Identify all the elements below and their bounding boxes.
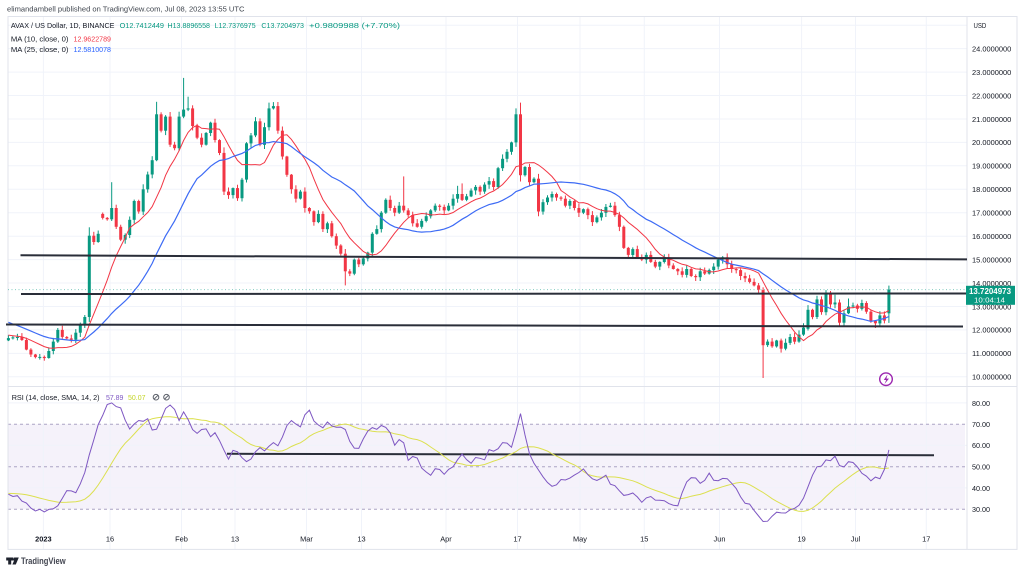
svg-text:13: 13 [231, 535, 239, 544]
svg-text:L12.7376975: L12.7376975 [215, 21, 256, 30]
svg-text:60.00: 60.00 [972, 441, 990, 450]
svg-text:13.7204973: 13.7204973 [969, 287, 1012, 296]
svg-text:May: May [573, 535, 587, 544]
svg-text:AVAX / US Dollar, 1D, BINANCE: AVAX / US Dollar, 1D, BINANCE [11, 21, 115, 30]
svg-text:57.89: 57.89 [106, 393, 123, 402]
svg-text:Jul: Jul [851, 535, 861, 544]
svg-text:elimandambell published on Tra: elimandambell published on TradingView.c… [7, 5, 245, 14]
svg-text:10.0000000: 10.0000000 [972, 373, 1011, 382]
svg-text:18.0000000: 18.0000000 [972, 185, 1011, 194]
svg-text:17: 17 [922, 535, 930, 544]
svg-text:14.0000000: 14.0000000 [972, 279, 1011, 288]
svg-text:USD: USD [974, 21, 987, 30]
svg-text:30.00: 30.00 [972, 505, 990, 514]
svg-text:+0.9809988 (+7.70%): +0.9809988 (+7.70%) [309, 21, 400, 30]
svg-text:Apr: Apr [440, 535, 452, 544]
svg-text:MA (25, close, 0): MA (25, close, 0) [11, 45, 69, 54]
svg-text:TradingView: TradingView [21, 556, 66, 566]
svg-text:Feb: Feb [175, 535, 188, 544]
svg-text:50.00: 50.00 [972, 463, 990, 472]
svg-text:13: 13 [357, 535, 365, 544]
svg-text:12.9622789: 12.9622789 [74, 35, 112, 44]
svg-text:Jun: Jun [714, 535, 726, 544]
svg-text:C13.7204973: C13.7204973 [261, 21, 304, 30]
svg-text:19.0000000: 19.0000000 [972, 162, 1011, 171]
svg-text:Mar: Mar [300, 535, 313, 544]
svg-text:O12.7412449: O12.7412449 [120, 21, 164, 30]
svg-text:16: 16 [106, 535, 114, 544]
svg-text:15: 15 [640, 535, 648, 544]
svg-text:17.0000000: 17.0000000 [972, 209, 1011, 218]
svg-text:17: 17 [513, 535, 521, 544]
svg-text:MA (10, close, 0): MA (10, close, 0) [11, 35, 69, 44]
svg-text:13.0000000: 13.0000000 [972, 302, 1011, 311]
svg-text:H13.8896558: H13.8896558 [168, 21, 211, 30]
svg-text:2023: 2023 [35, 535, 51, 544]
svg-text:21.0000000: 21.0000000 [972, 115, 1011, 124]
svg-text:15.0000000: 15.0000000 [972, 255, 1011, 264]
svg-text:19: 19 [797, 535, 805, 544]
svg-text:80.00: 80.00 [972, 399, 990, 408]
svg-text:RSI (14, close, SMA, 14, 2): RSI (14, close, SMA, 14, 2) [12, 393, 100, 402]
svg-text:12.5810078: 12.5810078 [74, 45, 112, 54]
svg-text:20.0000000: 20.0000000 [972, 138, 1011, 147]
svg-text:11.0000000: 11.0000000 [972, 349, 1011, 358]
svg-text:50.07: 50.07 [128, 393, 146, 402]
svg-text:24.0000000: 24.0000000 [972, 44, 1011, 53]
svg-text:23.0000000: 23.0000000 [972, 68, 1011, 77]
svg-text:10:04:14: 10:04:14 [974, 296, 1005, 305]
svg-text:70.00: 70.00 [972, 420, 990, 429]
svg-text:40.00: 40.00 [972, 484, 990, 493]
svg-text:12.0000000: 12.0000000 [972, 326, 1011, 335]
svg-text:16.0000000: 16.0000000 [972, 232, 1011, 241]
svg-text:22.0000000: 22.0000000 [972, 91, 1011, 100]
